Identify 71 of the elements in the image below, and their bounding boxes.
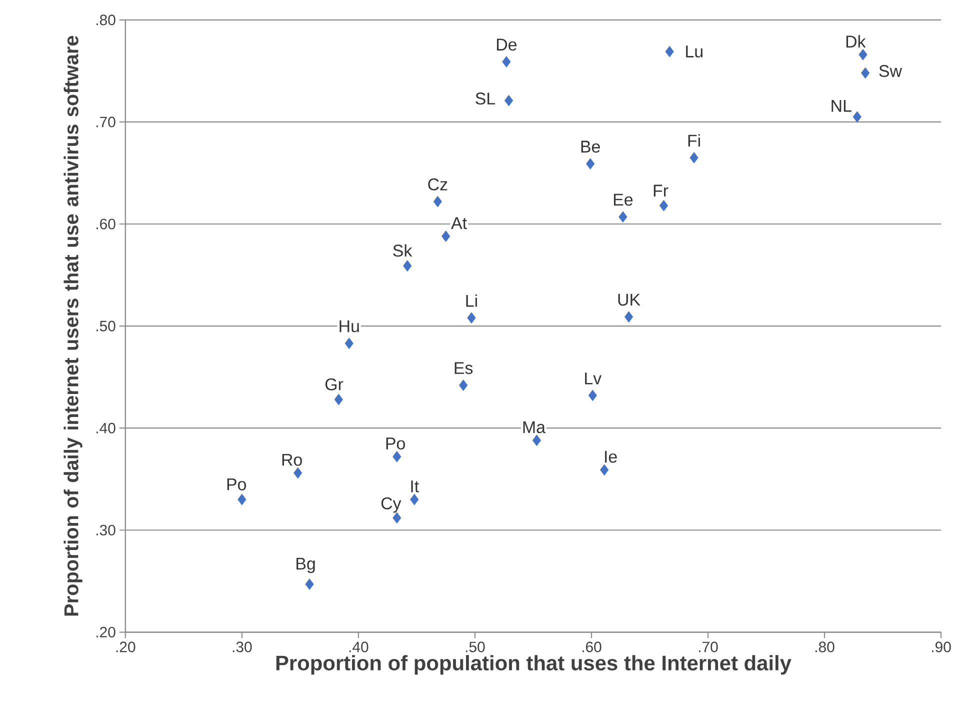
point: [532, 434, 542, 446]
point: [665, 46, 674, 58]
annotation: Lu: [686, 46, 702, 58]
x-axis-title: Proportion of population that uses the Internet daily: [276, 655, 792, 675]
point: [410, 494, 419, 506]
x-tick-label: .90: [932, 642, 951, 652]
point: [502, 56, 511, 68]
annotation: Cz: [428, 178, 448, 190]
point: [588, 390, 597, 402]
annotation: Fr: [654, 184, 668, 197]
point: [344, 338, 354, 350]
annotation: Ro: [282, 454, 302, 466]
point: [403, 260, 412, 272]
annotation: Po: [386, 438, 405, 450]
point: [690, 152, 698, 164]
annotation: Fi: [688, 134, 700, 147]
annotation: At: [451, 217, 467, 230]
point: [624, 311, 634, 323]
annotation: UK: [618, 294, 640, 306]
annotation: SL: [476, 92, 496, 105]
annotation: Dk: [846, 35, 866, 48]
x-tick-label: .50: [466, 642, 485, 652]
point: [294, 467, 302, 479]
y-tick-label: .60: [96, 218, 116, 230]
annotation: Lv: [585, 372, 602, 384]
x-tick-label: .20: [116, 642, 136, 652]
annotation: It: [411, 480, 419, 492]
annotation: Ma: [523, 421, 546, 434]
y-tick-label: .80: [96, 14, 116, 26]
x-tick-label: .40: [349, 642, 368, 652]
point: [586, 158, 595, 170]
point: [442, 230, 450, 242]
annotation: Li: [466, 294, 477, 307]
annotation: NL: [832, 100, 852, 112]
point: [392, 451, 402, 462]
point: [467, 312, 476, 324]
annotation: Po: [227, 478, 246, 490]
point: [504, 94, 514, 106]
annotation: Bg: [296, 558, 315, 574]
annotation: Cy: [381, 497, 402, 513]
point: [459, 380, 468, 391]
point: [392, 512, 402, 524]
annotation: Be: [581, 140, 600, 153]
point: [852, 111, 862, 123]
point: [334, 394, 343, 406]
annotation: Sw: [879, 65, 902, 78]
point: [600, 464, 609, 476]
y-tick-label: .40: [96, 422, 116, 434]
point: [858, 48, 868, 60]
x-tick-label: .80: [815, 642, 834, 652]
x-tick-label: .30: [232, 642, 252, 652]
y-tick-label: .30: [96, 524, 116, 536]
point: [618, 211, 628, 223]
point: [238, 494, 246, 506]
point: [659, 200, 668, 212]
x-tick-label: .60: [582, 642, 602, 652]
y-tick-label: .50: [96, 320, 116, 332]
point: [433, 196, 442, 208]
y-tick-label: .20: [96, 626, 116, 638]
annotation: Hu: [340, 320, 359, 332]
y-axis-title: Proportion of daily internet users that use antivirus software: [64, 36, 82, 616]
y-tick-label: .70: [96, 116, 116, 128]
annotation: De: [496, 38, 517, 51]
annotation: Gr: [325, 378, 344, 390]
annotation: Sk: [393, 244, 412, 257]
annotation: Ie: [605, 450, 617, 463]
point: [305, 578, 314, 590]
point: [860, 67, 870, 79]
annotation: Ee: [614, 194, 633, 206]
annotation: Es: [454, 362, 473, 374]
x-tick-label: .70: [698, 642, 718, 652]
